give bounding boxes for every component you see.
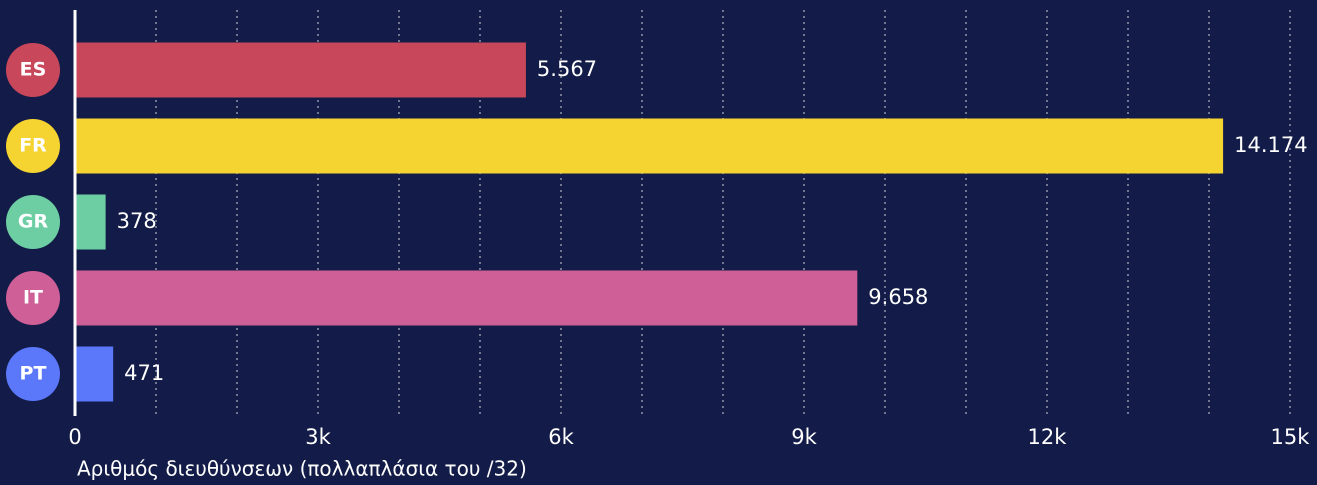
category-badge	[6, 43, 60, 97]
bar	[75, 194, 106, 250]
data-label: 378	[117, 209, 157, 233]
bar	[75, 42, 526, 98]
x-tick-label: 15k	[1271, 425, 1311, 449]
category-badge	[6, 195, 60, 249]
x-tick-label: 12k	[1028, 425, 1068, 449]
x-tick-label: 9k	[791, 425, 817, 449]
bar	[75, 270, 858, 326]
category-badge	[6, 271, 60, 325]
y-tick-label: PT	[20, 363, 47, 385]
bar	[75, 118, 1224, 174]
data-label: 9.658	[868, 285, 928, 309]
data-label: 471	[124, 361, 164, 385]
y-tick-label: FR	[19, 135, 47, 157]
x-tick-label: 0	[68, 425, 81, 449]
x-tick-label: 3k	[305, 425, 331, 449]
y-tick-label: IT	[23, 287, 43, 309]
bar	[75, 346, 114, 402]
x-tick-label: 6k	[548, 425, 574, 449]
category-badge	[6, 119, 60, 173]
x-axis-label: Αριθμός διευθύνσεων (πολλαπλάσια του /32…	[77, 457, 527, 481]
data-label: 14.174	[1234, 133, 1307, 157]
y-tick-label: GR	[18, 211, 49, 233]
data-label: 5.567	[537, 57, 597, 81]
category-badge	[6, 347, 60, 401]
y-tick-label: ES	[20, 59, 47, 81]
